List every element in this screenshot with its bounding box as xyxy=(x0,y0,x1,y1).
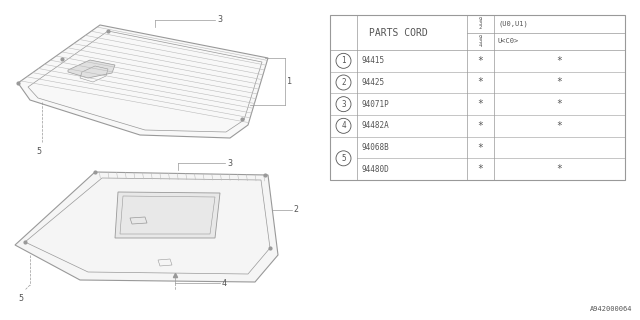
Text: *: * xyxy=(557,77,563,87)
Text: 94068B: 94068B xyxy=(361,143,388,152)
Text: 2: 2 xyxy=(293,205,298,214)
Text: *: * xyxy=(477,77,483,87)
Text: 3: 3 xyxy=(217,15,222,25)
Text: 3: 3 xyxy=(341,100,346,109)
Text: 94071P: 94071P xyxy=(361,100,388,109)
Text: 5: 5 xyxy=(18,294,23,303)
Text: PARTS CORD: PARTS CORD xyxy=(369,28,428,37)
Text: 1: 1 xyxy=(287,77,292,86)
Text: 4: 4 xyxy=(222,278,227,287)
Polygon shape xyxy=(115,192,220,238)
Text: *: * xyxy=(557,164,563,174)
Text: 94482A: 94482A xyxy=(361,121,388,130)
Text: 94425: 94425 xyxy=(361,78,384,87)
Text: 9
3
4: 9 3 4 xyxy=(479,35,482,48)
Polygon shape xyxy=(68,60,115,78)
Text: U<C0>: U<C0> xyxy=(498,38,519,44)
Text: *: * xyxy=(557,121,563,131)
Text: 94415: 94415 xyxy=(361,56,384,65)
Text: 1: 1 xyxy=(341,56,346,65)
Text: 5: 5 xyxy=(36,147,41,156)
Text: *: * xyxy=(477,142,483,153)
Text: *: * xyxy=(477,164,483,174)
Text: 3: 3 xyxy=(227,158,232,167)
Bar xyxy=(330,15,625,180)
Text: *: * xyxy=(477,56,483,66)
Text: (U0,U1): (U0,U1) xyxy=(498,20,528,27)
Text: 5: 5 xyxy=(341,154,346,163)
Polygon shape xyxy=(15,172,278,282)
Text: *: * xyxy=(557,56,563,66)
Text: 94480D: 94480D xyxy=(361,165,388,174)
Polygon shape xyxy=(18,25,268,138)
Text: A942000064: A942000064 xyxy=(589,306,632,312)
Text: 4: 4 xyxy=(341,121,346,130)
Text: *: * xyxy=(557,99,563,109)
Text: 9
3
2: 9 3 2 xyxy=(479,17,482,30)
Text: 2: 2 xyxy=(341,78,346,87)
Text: *: * xyxy=(477,121,483,131)
Text: *: * xyxy=(477,99,483,109)
